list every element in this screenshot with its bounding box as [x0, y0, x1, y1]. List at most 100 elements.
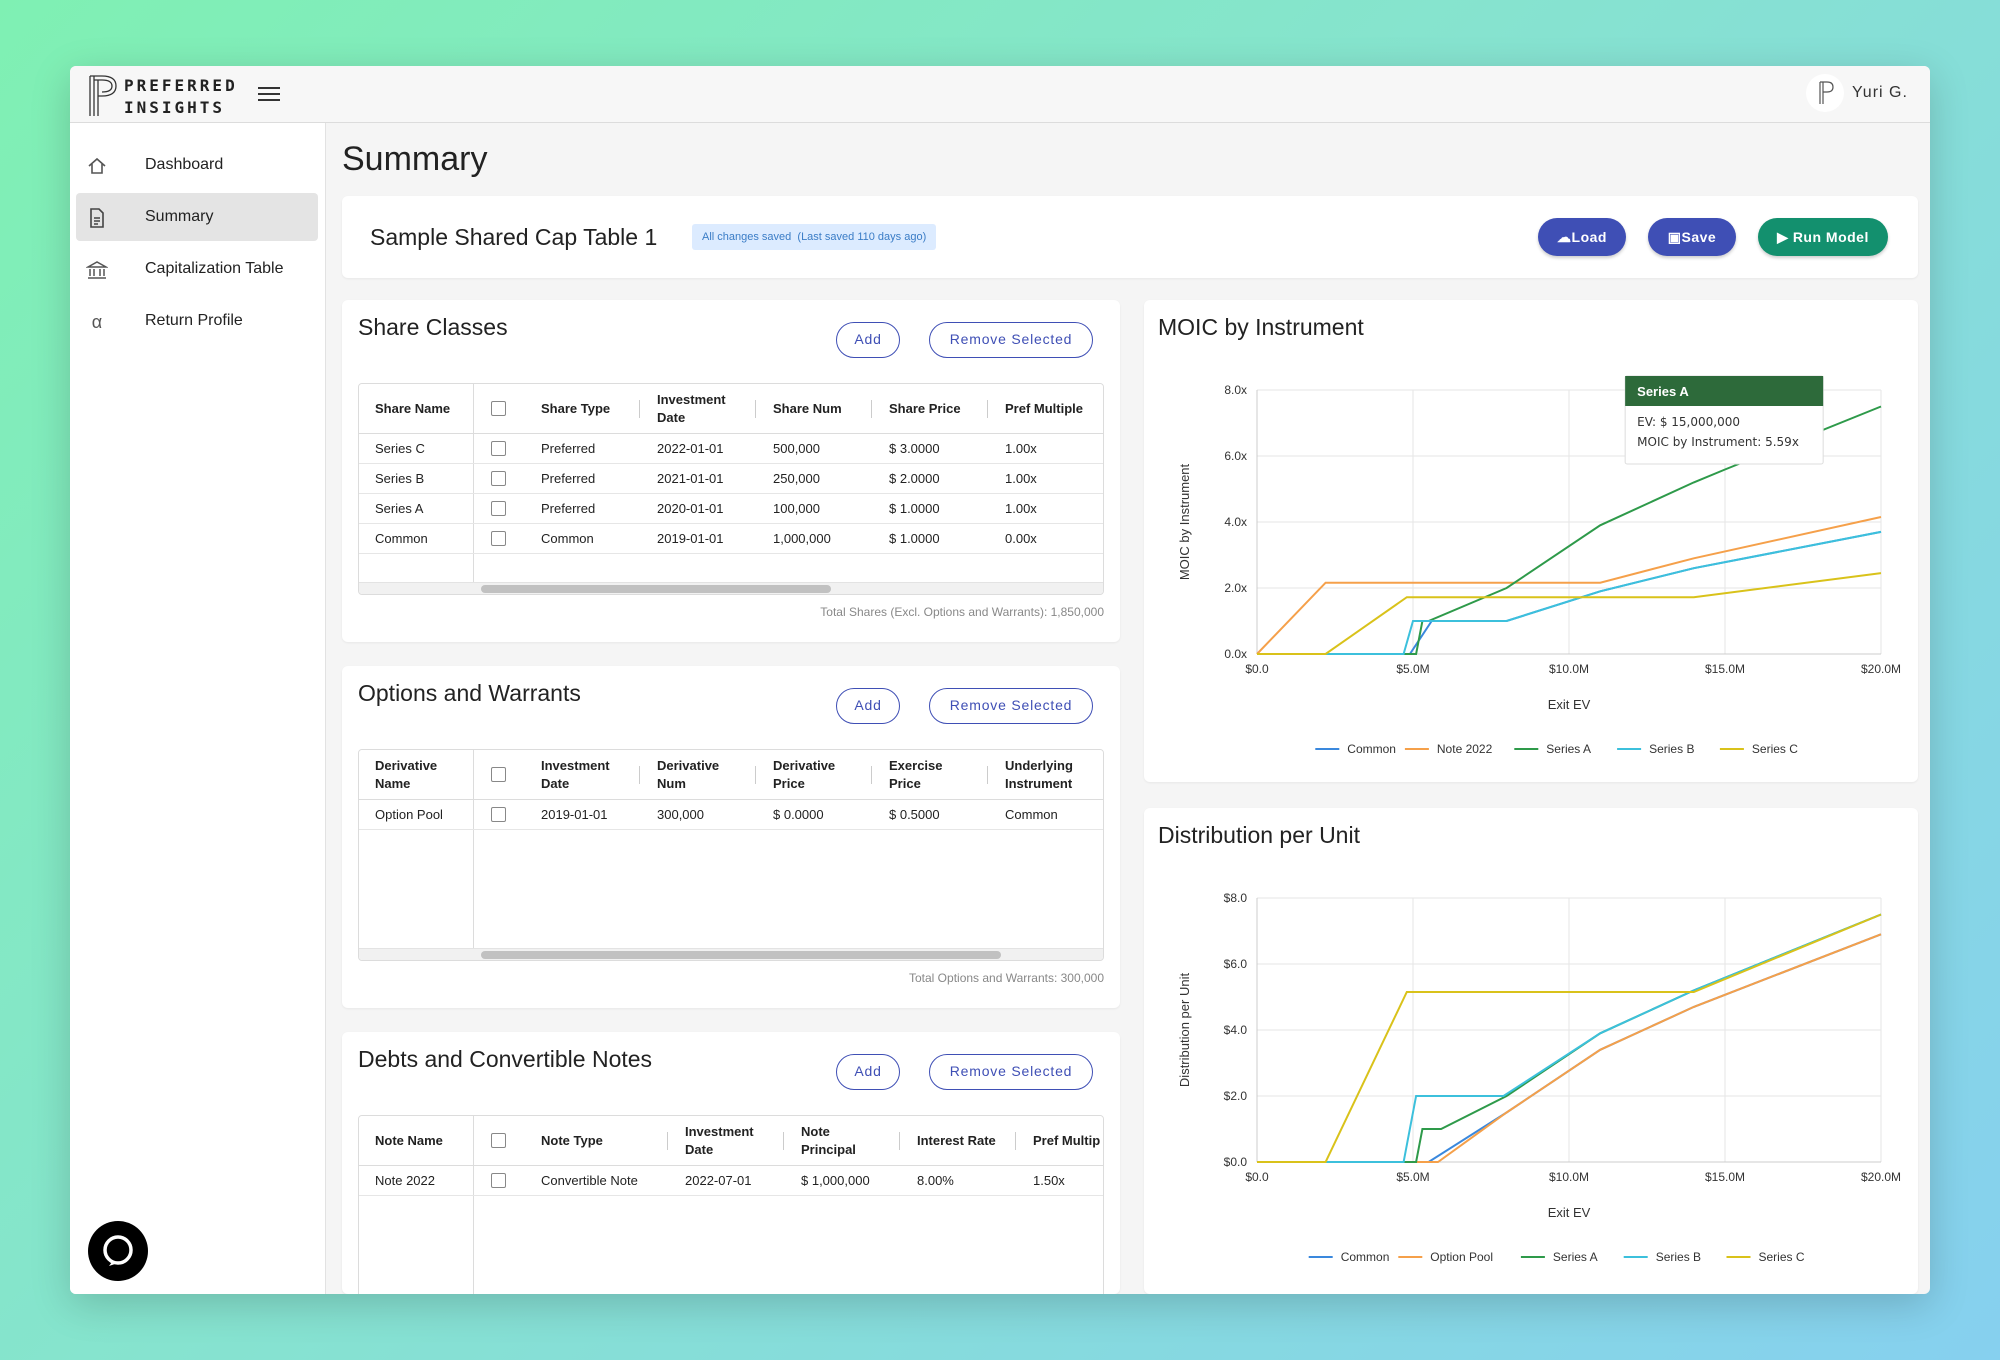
- select-all-checkbox[interactable]: [491, 401, 506, 416]
- sidebar-item-capitalization-table[interactable]: Capitalization Table: [76, 245, 318, 293]
- note-name-cell[interactable]: Note 2022: [375, 1173, 435, 1188]
- column-header[interactable]: Share Price: [889, 401, 961, 416]
- column-header[interactable]: Exercise Price: [889, 758, 943, 791]
- share-type-cell[interactable]: Preferred: [541, 471, 596, 486]
- page-title: Summary: [342, 140, 488, 178]
- home-icon: [88, 157, 106, 174]
- options-remove-button[interactable]: Remove Selected: [929, 688, 1093, 724]
- column-header[interactable]: Pref Multip: [1033, 1133, 1101, 1148]
- share-num-cell[interactable]: 500,000: [773, 441, 820, 456]
- sidebar-item-dashboard[interactable]: Dashboard: [76, 141, 318, 189]
- share-price-cell[interactable]: $ 1.0000: [889, 531, 940, 546]
- share-num-cell[interactable]: 1,000,000: [773, 531, 831, 546]
- column-header[interactable]: Share Num: [773, 401, 842, 416]
- total-options-note: Total Options and Warrants: 300,000: [909, 971, 1104, 985]
- moic-chart[interactable]: 0.0x 2.0x 4.0x 6.0x 8.0x $0.0 $5.0M $10.0M $15.0…: [1144, 300, 1918, 782]
- row-checkbox[interactable]: [491, 471, 506, 486]
- column-header[interactable]: Investment Date: [657, 392, 726, 425]
- pref-multiple-cell[interactable]: 1.50x: [1033, 1173, 1065, 1188]
- share-num-cell[interactable]: 250,000: [773, 471, 820, 486]
- column-header[interactable]: Share Type: [541, 401, 611, 416]
- horizontal-scrollbar[interactable]: [359, 582, 1103, 594]
- column-header[interactable]: Underlying Instrument: [1005, 758, 1073, 791]
- investment-date-cell[interactable]: 2022-07-01: [685, 1173, 752, 1188]
- investment-date-cell[interactable]: 2020-01-01: [657, 501, 724, 516]
- pref-multiple-cell[interactable]: 1.00x: [1005, 471, 1037, 486]
- row-checkbox[interactable]: [491, 501, 506, 516]
- table-row[interactable]: Series A Preferred 2020-01-01 100,000 $ …: [359, 494, 1103, 524]
- share-type-cell[interactable]: Common: [541, 531, 594, 546]
- row-checkbox[interactable]: [491, 531, 506, 546]
- user-avatar[interactable]: [1806, 74, 1844, 112]
- document-icon: [90, 208, 104, 228]
- derivative-price-cell[interactable]: $ 0.0000: [773, 807, 824, 822]
- sidebar-item-summary[interactable]: Summary: [76, 193, 318, 241]
- table-row[interactable]: Series C Preferred 2022-01-01 500,000 $ …: [359, 434, 1103, 464]
- load-button[interactable]: ☁Load: [1538, 218, 1626, 256]
- pref-multiple-cell[interactable]: 1.00x: [1005, 441, 1037, 456]
- row-checkbox[interactable]: [491, 807, 506, 822]
- share-name-cell[interactable]: Series C: [375, 441, 425, 456]
- derivative-num-cell[interactable]: 300,000: [657, 807, 704, 822]
- investment-date-cell[interactable]: 2019-01-01: [541, 807, 608, 822]
- pref-multiple-cell[interactable]: 1.00x: [1005, 501, 1037, 516]
- share-classes-add-button[interactable]: Add: [836, 322, 900, 358]
- share-name-cell[interactable]: Series B: [375, 471, 425, 486]
- sidebar: Dashboard Summary Capitalization Table α…: [70, 123, 326, 1294]
- note-type-cell[interactable]: Convertible Note: [541, 1173, 638, 1188]
- column-header[interactable]: Interest Rate: [917, 1133, 996, 1148]
- table-row[interactable]: Option Pool 2019-01-01 300,000 $ 0.0000 …: [359, 800, 1103, 830]
- column-header[interactable]: Investment Date: [685, 1124, 754, 1157]
- column-header[interactable]: Pref Multiple: [1005, 401, 1084, 416]
- distribution-chart[interactable]: $0.0 $2.0 $4.0 $6.0 $8.0 $0.0 $5.0M $10.0M $15.0…: [1144, 808, 1918, 1294]
- column-header[interactable]: Note Principal: [801, 1124, 856, 1157]
- column-header[interactable]: Note Name: [375, 1133, 443, 1148]
- table-row[interactable]: Series B Preferred 2021-01-01 250,000 $ …: [359, 464, 1103, 494]
- share-price-cell[interactable]: $ 1.0000: [889, 501, 940, 516]
- exercise-price-cell[interactable]: $ 0.5000: [889, 807, 940, 822]
- investment-date-cell[interactable]: 2019-01-01: [657, 531, 724, 546]
- chat-button[interactable]: [88, 1221, 148, 1281]
- row-checkbox[interactable]: [491, 1173, 506, 1188]
- table-header: Derivative Name Investment Date Derivati…: [359, 750, 1103, 800]
- column-header[interactable]: Note Type: [541, 1133, 603, 1148]
- underlying-instrument-cell[interactable]: Common: [1005, 807, 1058, 822]
- investment-date-cell[interactable]: 2021-01-01: [657, 471, 724, 486]
- pref-multiple-cell[interactable]: 0.00x: [1005, 531, 1037, 546]
- share-num-cell[interactable]: 100,000: [773, 501, 820, 516]
- sidebar-item-return-profile[interactable]: α Return Profile: [76, 297, 318, 345]
- share-name-cell[interactable]: Common: [375, 531, 428, 546]
- interest-rate-cell[interactable]: 8.00%: [917, 1173, 954, 1188]
- select-all-checkbox[interactable]: [491, 1133, 506, 1148]
- share-price-cell[interactable]: $ 2.0000: [889, 471, 940, 486]
- hamburger-menu-icon[interactable]: [258, 84, 280, 104]
- row-checkbox[interactable]: [491, 441, 506, 456]
- horizontal-scrollbar[interactable]: [359, 948, 1103, 960]
- run-model-button[interactable]: ▶ Run Model: [1758, 218, 1888, 256]
- investment-date-cell[interactable]: 2022-01-01: [657, 441, 724, 456]
- avatar-logo-icon: [1819, 81, 1834, 104]
- debts-add-button[interactable]: Add: [836, 1054, 900, 1090]
- scrollbar-thumb[interactable]: [481, 585, 831, 593]
- select-all-checkbox[interactable]: [491, 767, 506, 782]
- scrollbar-thumb[interactable]: [481, 951, 1001, 959]
- column-header[interactable]: Share Name: [375, 401, 451, 416]
- debts-remove-button[interactable]: Remove Selected: [929, 1054, 1093, 1090]
- column-header[interactable]: Derivative Price: [773, 758, 836, 791]
- legend-item: Series B: [1656, 1250, 1701, 1264]
- column-header[interactable]: Derivative Name: [375, 758, 438, 791]
- table-row[interactable]: Note 2022 Convertible Note 2022-07-01 $ …: [359, 1166, 1103, 1196]
- column-header[interactable]: Derivative Num: [657, 758, 720, 791]
- options-add-button[interactable]: Add: [836, 688, 900, 724]
- save-button[interactable]: ▣Save: [1648, 218, 1736, 256]
- share-classes-remove-button[interactable]: Remove Selected: [929, 322, 1093, 358]
- derivative-name-cell[interactable]: Option Pool: [375, 807, 443, 822]
- share-type-cell[interactable]: Preferred: [541, 441, 596, 456]
- column-header[interactable]: Investment Date: [541, 758, 610, 791]
- share-price-cell[interactable]: $ 3.0000: [889, 441, 940, 456]
- note-principal-cell[interactable]: $ 1,000,000: [801, 1173, 870, 1188]
- table-row[interactable]: Common Common 2019-01-01 1,000,000 $ 1.0…: [359, 524, 1103, 554]
- share-type-cell[interactable]: Preferred: [541, 501, 596, 516]
- share-name-cell[interactable]: Series A: [375, 501, 424, 516]
- user-name[interactable]: Yuri G.: [1852, 84, 1908, 101]
